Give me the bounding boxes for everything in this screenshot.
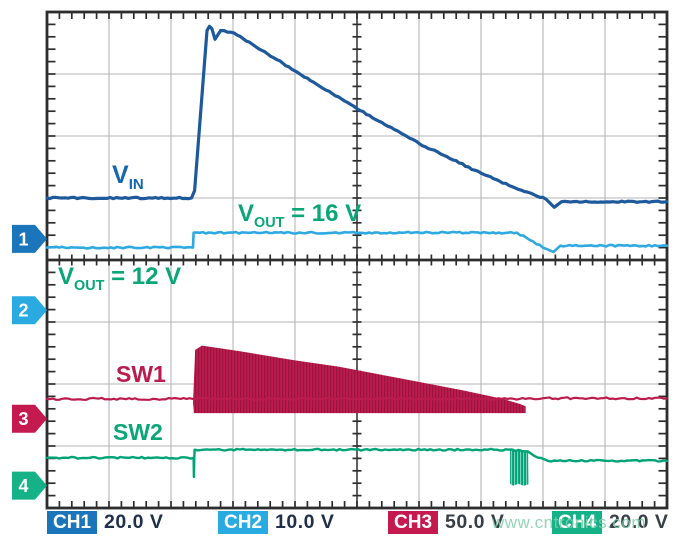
ch2-scale-value: 10.0 V	[275, 511, 335, 533]
legend-ch4: CH4 20.0 V	[552, 511, 668, 534]
sw1-trace-label: SW1	[116, 361, 166, 387]
vin-trace-label: VIN	[112, 161, 144, 193]
ch4-badge: CH4	[552, 511, 603, 534]
legend-ch1: CH1 20.0 V	[47, 511, 163, 534]
ch2-badge: CH2	[218, 511, 269, 534]
ch1-scale-value: 20.0 V	[104, 511, 164, 533]
sw2-trace-label: SW2	[113, 419, 163, 445]
ch3-scale-value: 50.0 V	[445, 511, 505, 533]
svg-text:1: 1	[18, 229, 28, 249]
channel-legend: CH1 20.0 V CH2 10.0 V CH3 50.0 V CH4 20.…	[0, 511, 680, 541]
legend-ch2: CH2 10.0 V	[218, 511, 334, 534]
svg-text:3: 3	[18, 409, 28, 429]
trace-CH1	[45, 24, 669, 209]
trace-CH3	[45, 396, 669, 401]
ch1-badge: CH1	[47, 511, 98, 534]
channel-marker-3: 3	[12, 404, 47, 433]
channel-marker-1: 1	[12, 224, 47, 253]
svg-text:2: 2	[18, 301, 28, 321]
channel-marker-2: 2	[12, 296, 47, 325]
trace-CH4	[45, 447, 669, 479]
vout-12v-label: VOUT = 12 V	[58, 263, 182, 294]
trace-CH2	[45, 230, 669, 254]
channel-marker-4: 4	[12, 471, 47, 500]
legend-ch3: CH3 50.0 V	[388, 511, 504, 534]
ch3-badge: CH3	[388, 511, 439, 534]
svg-text:4: 4	[18, 476, 28, 496]
vout-16v-label: VOUT = 16 V	[238, 200, 362, 231]
ch4-scale-value: 20.0 V	[609, 511, 669, 533]
